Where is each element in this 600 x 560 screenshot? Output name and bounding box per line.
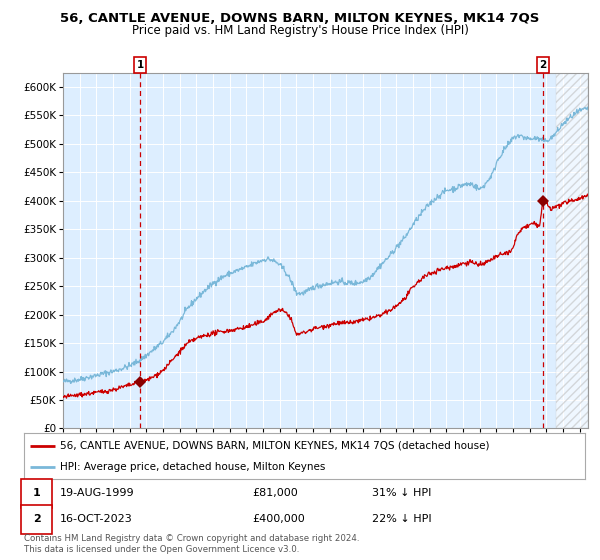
Text: 2: 2: [33, 514, 40, 524]
Text: 1: 1: [137, 60, 144, 70]
Text: 56, CANTLE AVENUE, DOWNS BARN, MILTON KEYNES, MK14 7QS (detached house): 56, CANTLE AVENUE, DOWNS BARN, MILTON KE…: [61, 441, 490, 451]
Text: 31% ↓ HPI: 31% ↓ HPI: [372, 488, 431, 498]
Text: £400,000: £400,000: [252, 514, 305, 524]
Text: Price paid vs. HM Land Registry's House Price Index (HPI): Price paid vs. HM Land Registry's House …: [131, 24, 469, 37]
Text: 56, CANTLE AVENUE, DOWNS BARN, MILTON KEYNES, MK14 7QS: 56, CANTLE AVENUE, DOWNS BARN, MILTON KE…: [61, 12, 539, 25]
Text: 1: 1: [33, 488, 40, 498]
Text: 22% ↓ HPI: 22% ↓ HPI: [372, 514, 431, 524]
Text: Contains HM Land Registry data © Crown copyright and database right 2024.
This d: Contains HM Land Registry data © Crown c…: [24, 534, 359, 554]
Text: HPI: Average price, detached house, Milton Keynes: HPI: Average price, detached house, Milt…: [61, 463, 326, 472]
Text: 2: 2: [539, 60, 547, 70]
Text: 19-AUG-1999: 19-AUG-1999: [60, 488, 134, 498]
Bar: [556, 73, 588, 428]
Text: £81,000: £81,000: [252, 488, 298, 498]
Text: 16-OCT-2023: 16-OCT-2023: [60, 514, 133, 524]
